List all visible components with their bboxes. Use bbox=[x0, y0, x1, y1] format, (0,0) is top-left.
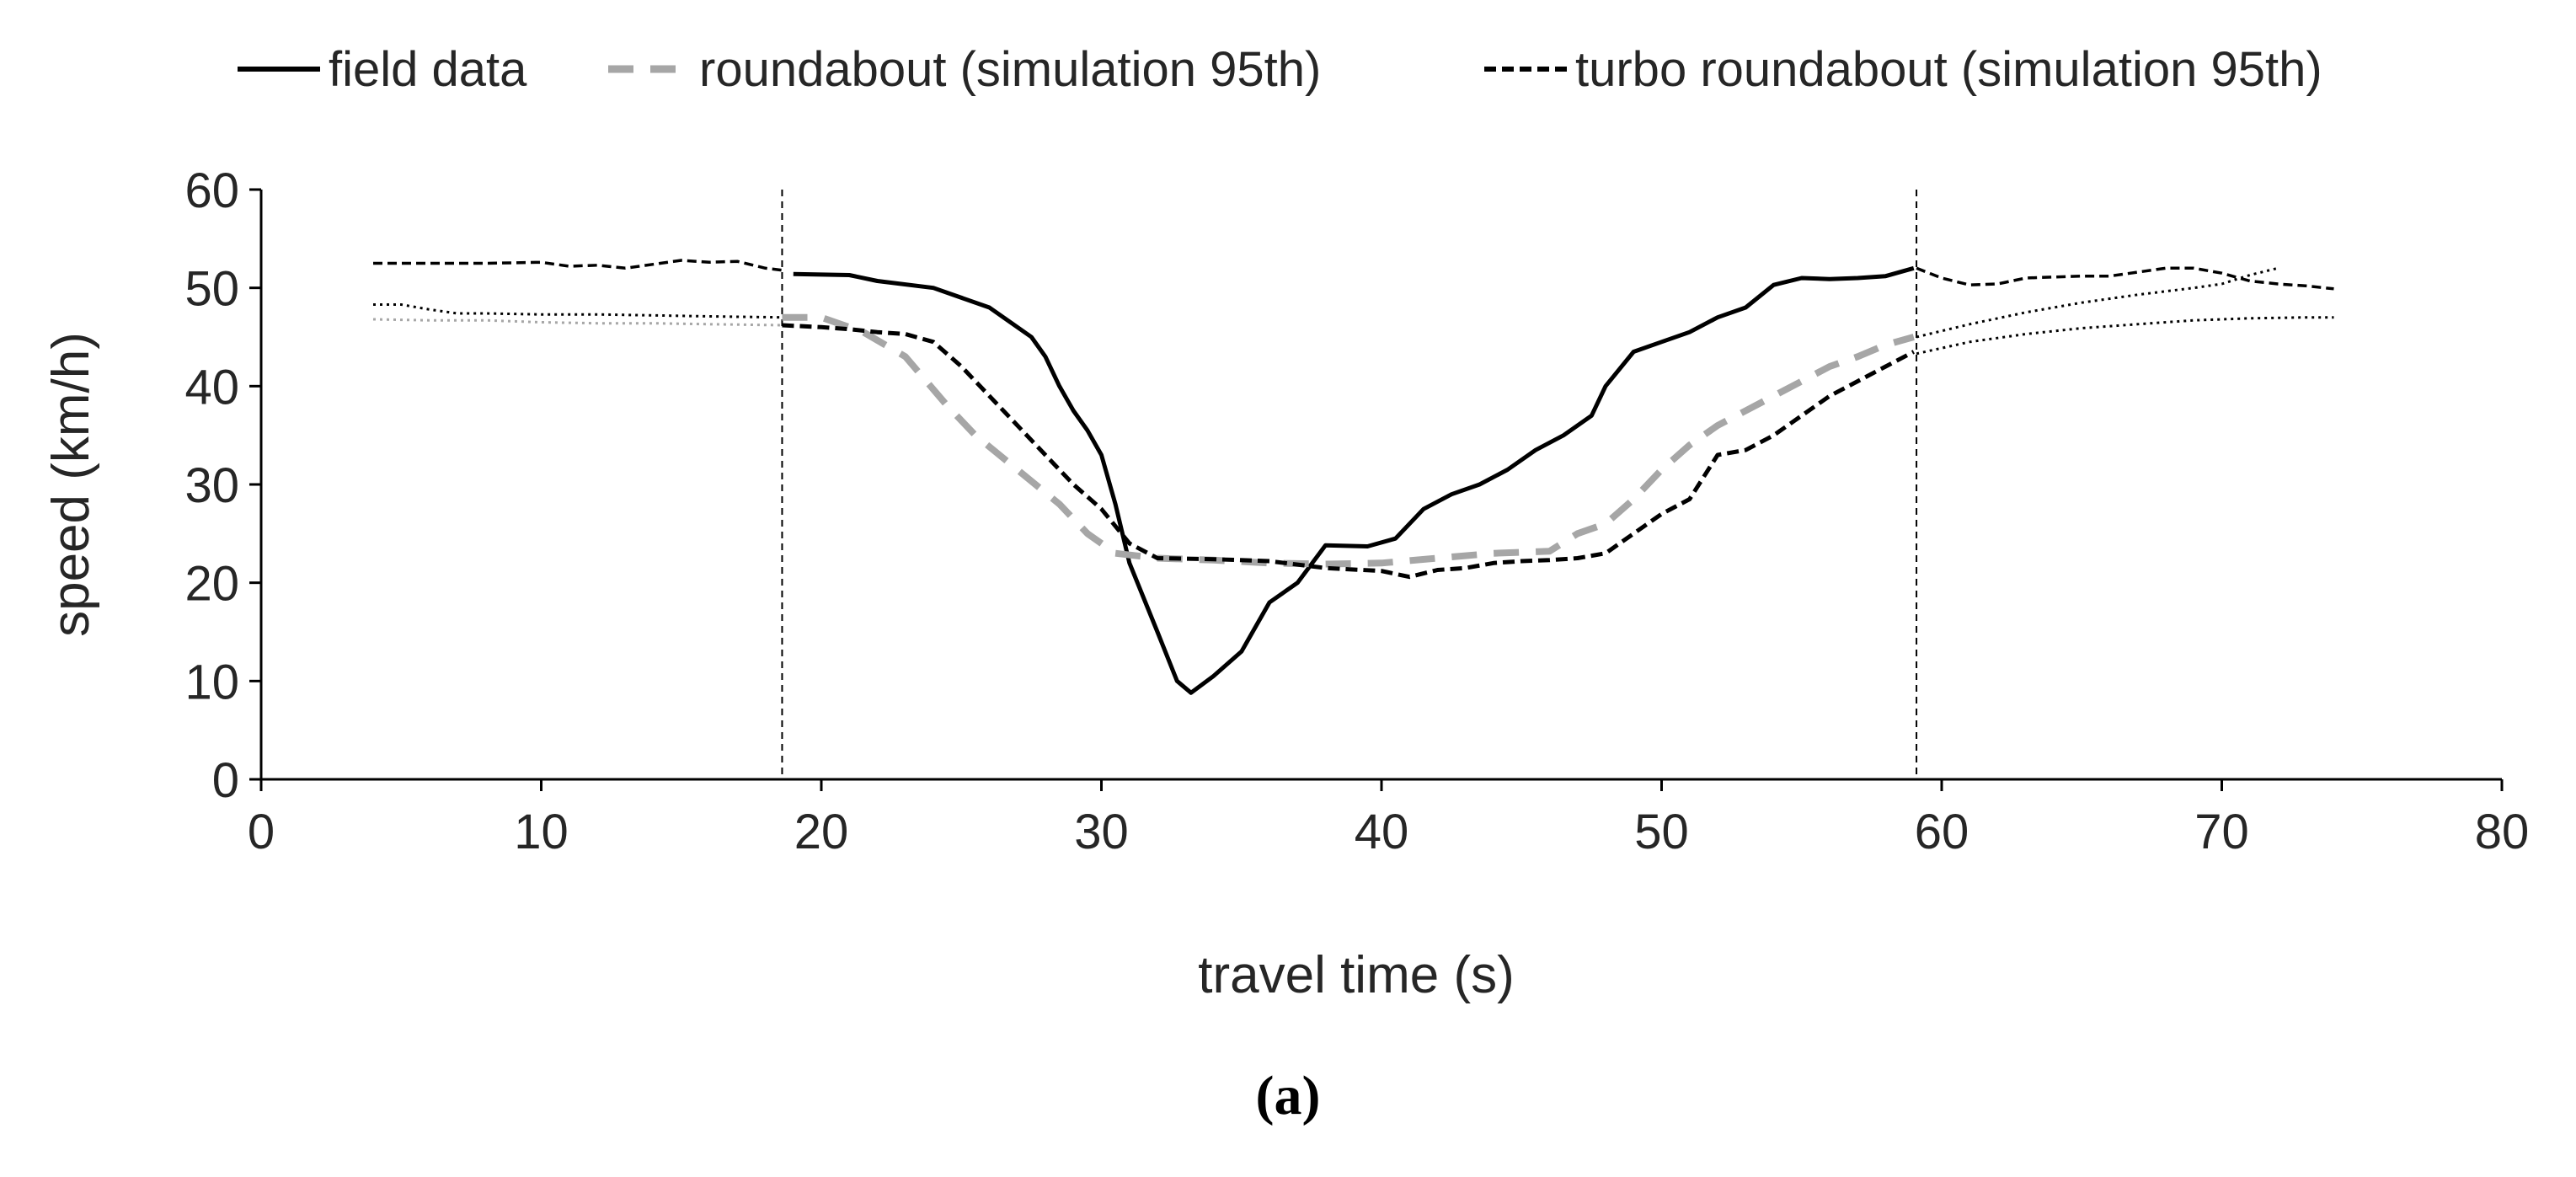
series-line-1 bbox=[782, 313, 1915, 568]
y-tick-label: 0 bbox=[212, 753, 239, 808]
figure-caption: (a) bbox=[1256, 1065, 1321, 1126]
y-tick-label: 60 bbox=[184, 163, 239, 218]
y-tick-label: 50 bbox=[184, 262, 239, 317]
legend-label-roundabout: roundabout (simulation 95th) bbox=[699, 42, 1321, 97]
x-tick-label: 30 bbox=[1074, 805, 1129, 859]
y-tick-label: 10 bbox=[184, 655, 239, 709]
legend: field data roundabout (simulation 95th) … bbox=[238, 42, 2322, 97]
x-axis-title: travel time (s) bbox=[1198, 946, 1514, 1004]
legend-label-field-data: field data bbox=[329, 42, 527, 97]
reference-lines bbox=[781, 190, 1918, 779]
x-tick-label: 10 bbox=[514, 805, 569, 859]
series-line-2 bbox=[782, 323, 1915, 580]
series-line-8 bbox=[1916, 316, 2334, 356]
y-tick-label: 40 bbox=[184, 360, 239, 415]
series-lines bbox=[372, 259, 2334, 695]
x-tick-label: 60 bbox=[1915, 805, 1969, 859]
x-tick-label: 40 bbox=[1355, 805, 1409, 859]
series-line-0 bbox=[793, 265, 1915, 695]
legend-label-turbo-roundabout: turbo roundabout (simulation 95th) bbox=[1575, 42, 2322, 97]
axis-ticks: 0 10 20 30 40 50 60 70 80 0 10 20 30 40 50 60 bbox=[184, 163, 2529, 859]
y-tick-label: 30 bbox=[184, 458, 239, 513]
series-line-5 bbox=[372, 318, 783, 327]
y-axis-title: speed (km/h) bbox=[42, 332, 100, 637]
series-line-3 bbox=[373, 259, 783, 272]
x-tick-label: 70 bbox=[2194, 805, 2249, 859]
series-line-4 bbox=[373, 303, 783, 319]
x-tick-label: 80 bbox=[2475, 805, 2530, 859]
y-tick-label: 20 bbox=[184, 557, 239, 612]
x-tick-label: 50 bbox=[1634, 805, 1689, 859]
series-line-6 bbox=[1916, 266, 2334, 291]
x-tick-label: 0 bbox=[248, 805, 275, 859]
x-tick-label: 20 bbox=[794, 805, 849, 859]
